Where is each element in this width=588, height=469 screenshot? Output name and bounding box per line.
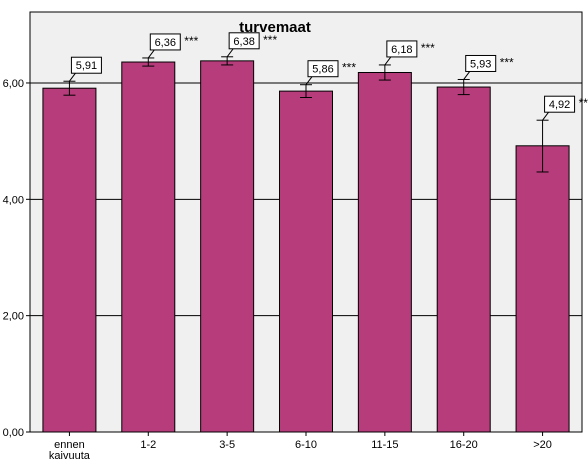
- significance-label: ***: [421, 41, 435, 55]
- significance-label: ***: [184, 34, 198, 48]
- value-label: 5,93: [470, 58, 491, 70]
- y-axis: 0,00 2,00 4,00 6,00: [3, 78, 30, 439]
- value-label-box: [149, 33, 181, 51]
- bar: [515, 145, 570, 433]
- value-label-box: [70, 56, 102, 74]
- bar: [42, 87, 97, 433]
- value-labels-group: 5,91 6,36 *** 6,38 *** 5,86 *** 6,18 *** 5,93 *** 4…: [69, 32, 588, 121]
- y-tick-label: 6,00: [3, 78, 24, 90]
- value-label: 4,92: [549, 99, 570, 111]
- value-label: 6,18: [391, 44, 412, 56]
- value-label-box: [544, 95, 576, 113]
- x-tick-label: 11-15: [371, 439, 398, 451]
- value-label-box: [465, 54, 497, 72]
- label-leader: [69, 72, 76, 82]
- y-tick-label: 0,00: [3, 427, 24, 439]
- value-label-box: [386, 40, 418, 58]
- significance-label: ***: [342, 61, 356, 75]
- error-bars-group: [63, 56, 549, 173]
- label-leader: [542, 111, 549, 121]
- label-leader: [226, 48, 234, 58]
- significance-label: ***: [500, 55, 514, 69]
- value-label: 5,86: [312, 64, 333, 76]
- x-tick-label: 16-20: [450, 439, 478, 451]
- significance-label: **: [579, 96, 588, 110]
- bar: [279, 90, 333, 433]
- label-leader: [463, 71, 471, 80]
- value-label: 6,38: [233, 36, 254, 48]
- value-label-box: [228, 32, 260, 50]
- y-tick-label: 4,00: [3, 194, 24, 206]
- bars-group: [42, 60, 570, 433]
- bar: [357, 71, 412, 433]
- x-tick-label: 1-2: [140, 439, 156, 451]
- chart-title: turvemaat: [239, 19, 311, 36]
- bar: [436, 86, 491, 433]
- value-label-box: [307, 60, 339, 78]
- x-tick-label: 6-10: [295, 439, 317, 451]
- value-label: 5,91: [76, 60, 97, 72]
- significance-label: ***: [263, 33, 277, 47]
- y-tick-label: 2,00: [3, 311, 24, 323]
- label-leader: [305, 76, 313, 86]
- value-label: 6,36: [155, 37, 176, 49]
- x-tick-label: kaivuuta: [49, 450, 91, 462]
- bar: [200, 60, 255, 433]
- label-leader: [147, 49, 155, 59]
- label-leader: [384, 56, 392, 66]
- x-tick-label: 3-5: [219, 439, 235, 451]
- x-tick-label: ennen: [54, 439, 85, 451]
- bar: [121, 61, 176, 433]
- x-tick-label: >20: [533, 439, 552, 451]
